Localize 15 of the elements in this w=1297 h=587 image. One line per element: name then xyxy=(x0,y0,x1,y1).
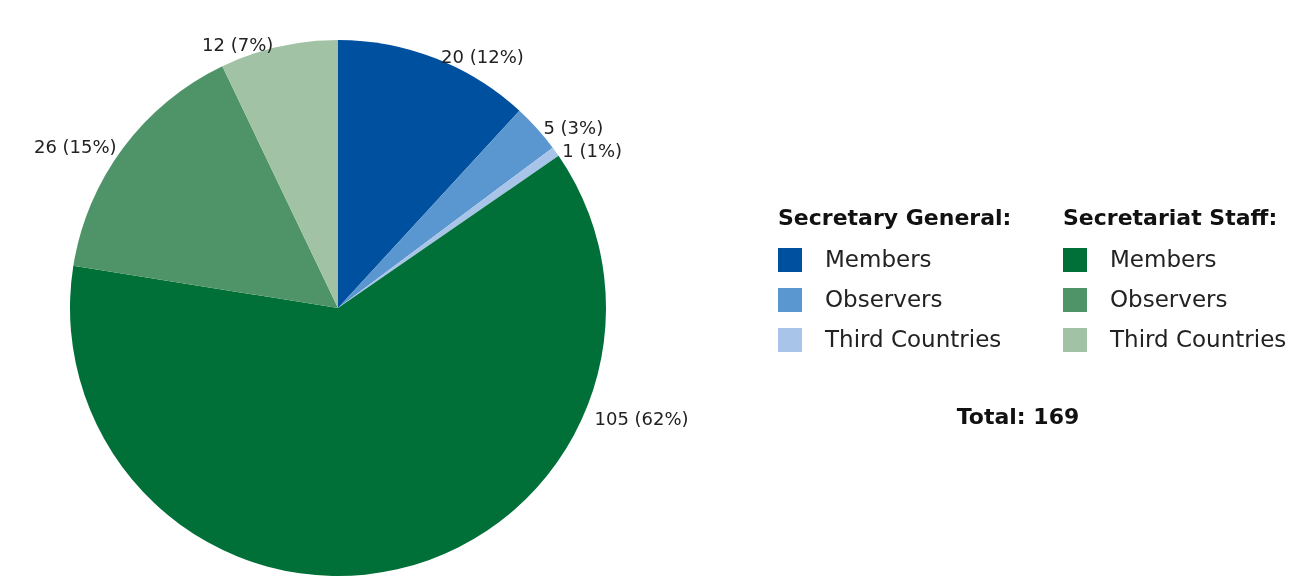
legend-label: Members xyxy=(825,245,932,272)
text: Secretariat Staff: xyxy=(1063,204,1278,230)
text: Total: 169 xyxy=(956,403,1080,429)
legend-label: Third Countries xyxy=(824,325,1002,352)
data-label: 20 (12%) xyxy=(441,45,524,67)
legend-label: Third Countries xyxy=(1109,325,1287,352)
legend-label: Observers xyxy=(825,285,943,312)
data-label: 1 (1%) xyxy=(562,140,623,162)
data-label: 12 (7%) xyxy=(202,34,274,56)
text: Secretary General: xyxy=(778,204,1012,230)
data-label: 105 (62%) xyxy=(594,407,689,429)
data-label: 26 (15%) xyxy=(33,135,117,157)
data-label: 5 (3%) xyxy=(543,116,604,138)
legend-label: Members xyxy=(1110,245,1217,272)
legend-label: Observers xyxy=(1110,285,1228,312)
